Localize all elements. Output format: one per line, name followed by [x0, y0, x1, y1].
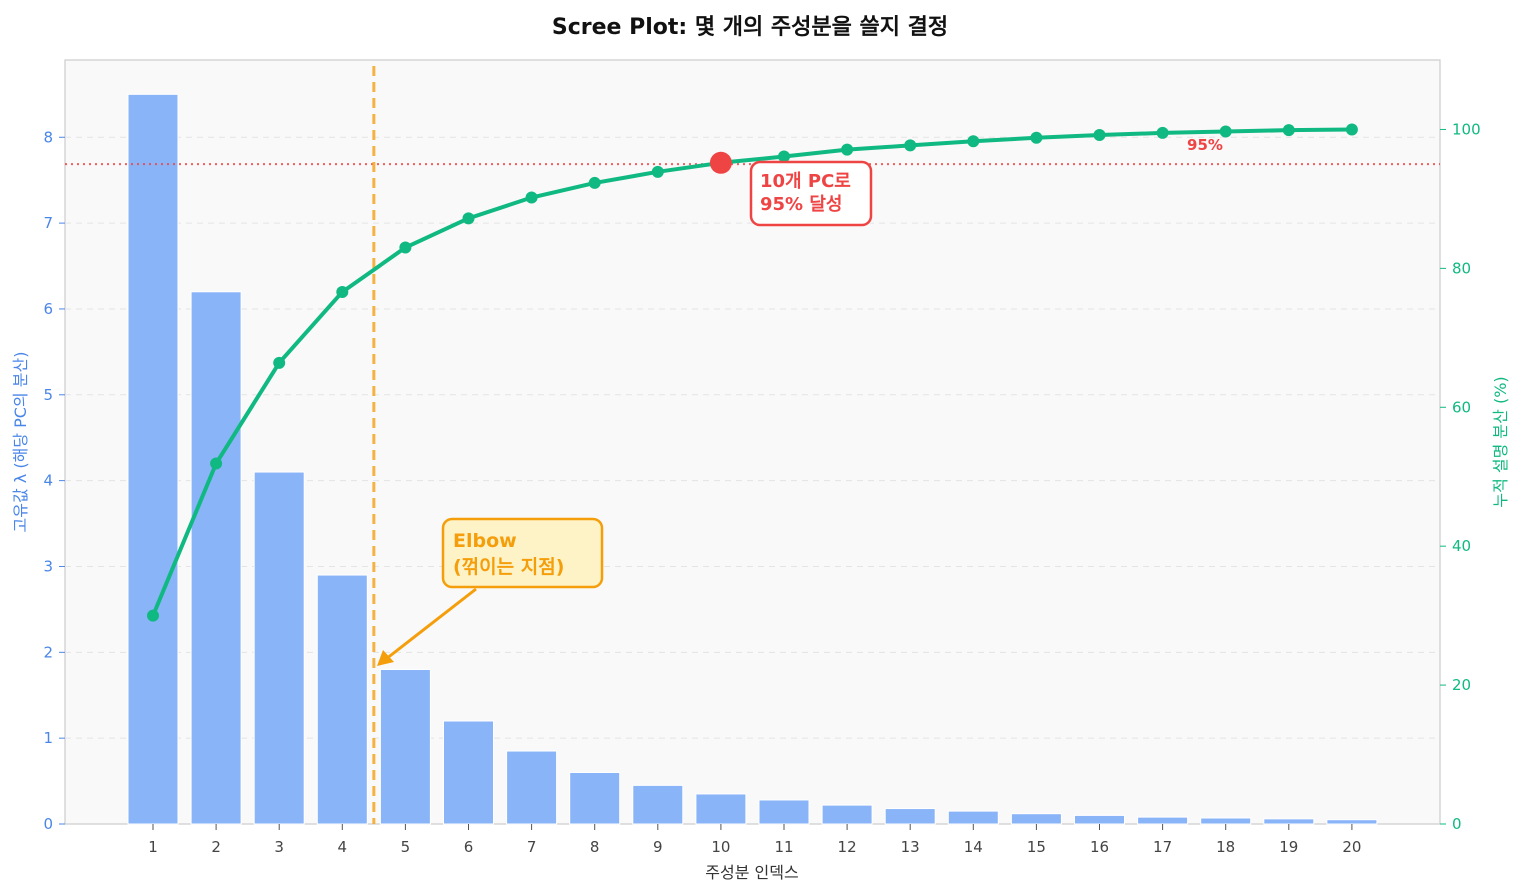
elbow-arrow-head: [377, 650, 394, 666]
cumulative-line: [151, 127, 1352, 617]
x-tick-label: 4: [338, 838, 348, 856]
left-y-tick-label: 0: [43, 815, 53, 833]
cumulative-point-17: [1156, 126, 1169, 139]
bar-pc-18: [1200, 817, 1252, 825]
right-y-axis-label: 누적 설명 분산 (%): [1491, 376, 1510, 507]
x-tick-label: 18: [1216, 838, 1235, 856]
right-y-tick-label: 20: [1452, 676, 1471, 694]
bar-pc-14: [947, 810, 999, 825]
left-y-tick-label: 2: [43, 643, 53, 661]
bar-pc-5: [379, 668, 431, 825]
x-tick-label: 3: [274, 838, 284, 856]
x-tick-label: 13: [901, 838, 920, 856]
x-tick-label: 16: [1090, 838, 1109, 856]
x-tick-label: 9: [653, 838, 663, 856]
cumulative-point-7: [525, 191, 538, 204]
left-y-tick-label: 3: [43, 557, 53, 575]
x-tick-label: 11: [774, 838, 793, 856]
elbow-annotation-line1: Elbow: [453, 530, 517, 552]
cumulative-point-2: [210, 457, 223, 470]
grid-lines: [65, 136, 1440, 739]
cumulative-point-8: [588, 176, 601, 189]
cumulative-point-5: [399, 241, 412, 254]
x-tick-label: 14: [964, 838, 983, 856]
x-tick-label: 12: [838, 838, 857, 856]
cumulative-point-15: [1030, 131, 1043, 144]
elbow-arrow-shaft: [385, 587, 477, 661]
cumulative-point-19: [1282, 124, 1295, 137]
cumulative-point-14: [967, 135, 980, 148]
bar-pc-10: [695, 793, 747, 825]
x-tick-label: 10: [711, 838, 730, 856]
x-tick-label: 20: [1342, 838, 1361, 856]
bar-pc-19: [1263, 818, 1315, 825]
left-y-tick-label: 7: [43, 214, 53, 232]
cumulative-point-4: [336, 285, 349, 298]
left-y-axis-label: 고유값 λ (해당 PC의 분산): [11, 352, 30, 533]
x-tick-label: 17: [1153, 838, 1172, 856]
x-tick-label: 8: [590, 838, 600, 856]
left-y-tick-label: 5: [43, 386, 53, 404]
reach-95-marker: [709, 151, 732, 174]
right-y-tick-label: 60: [1452, 398, 1471, 416]
reach-annotation-box: [749, 160, 873, 227]
x-tick-label: 2: [211, 838, 221, 856]
x-tick-label: 6: [464, 838, 474, 856]
x-tick-label: 7: [527, 838, 537, 856]
cumulative-point-9: [651, 165, 664, 178]
x-tick-label: 1: [148, 838, 158, 856]
bar-pc-13: [884, 808, 936, 825]
threshold-95-line: 95%: [65, 136, 1440, 166]
cumulative-point-3: [273, 356, 286, 369]
bar-pc-8: [569, 771, 621, 825]
bar-pc-6: [443, 720, 494, 825]
bar-pc-7: [506, 750, 558, 825]
right-y-tick-label: 80: [1452, 259, 1471, 277]
cumulative-point-1: [147, 609, 159, 622]
left-y-tick-label: 6: [43, 300, 53, 318]
bar-pc-15: [1010, 813, 1062, 825]
x-axis-label: 주성분 인덱스: [705, 863, 798, 882]
bar-pc-2: [190, 291, 242, 825]
right-y-tick-label: 40: [1452, 537, 1471, 555]
right-y-tick-label: 100: [1452, 120, 1481, 138]
cumulative-point-20: [1345, 123, 1358, 136]
cumulative-point-18: [1219, 125, 1232, 138]
eigenvalue-bars: [127, 93, 1378, 825]
reach-annotation-line2: 95% 달성: [760, 194, 842, 215]
cumulative-point-11: [778, 150, 790, 163]
bar-pc-1: [127, 93, 179, 825]
elbow-annotation-box: [441, 517, 604, 589]
left-y-tick-label: 4: [43, 472, 53, 490]
bar-pc-4: [316, 574, 368, 825]
reach-annotation-line1: 10개 PC로: [760, 171, 851, 192]
bar-pc-17: [1137, 816, 1189, 825]
cumulative-point-16: [1093, 129, 1106, 142]
bar-pc-16: [1074, 814, 1125, 825]
elbow-annotation-line2: (꺾이는 지점): [453, 556, 564, 578]
bar-pc-20: [1326, 819, 1378, 825]
x-tick-label: 19: [1279, 838, 1298, 856]
right-y-tick-label: 0: [1452, 815, 1462, 833]
bar-pc-11: [758, 799, 810, 825]
x-tick-label: 15: [1027, 838, 1046, 856]
cumulative-point-12: [841, 143, 854, 156]
cumulative-point-13: [904, 139, 917, 152]
chart-title: Scree Plot: 몇 개의 주성분을 쓸지 결정: [552, 15, 948, 40]
left-y-tick-label: 8: [43, 128, 53, 146]
cumulative-point-6: [462, 212, 475, 225]
left-y-tick-label: 1: [43, 729, 53, 747]
threshold-label: 95%: [1187, 136, 1223, 154]
cumulative-variance-line: [147, 123, 1358, 622]
bar-pc-9: [632, 784, 684, 825]
x-tick-label: 5: [401, 838, 411, 856]
bar-pc-12: [821, 804, 873, 825]
axis-ticks: 1 2 3 4 5 6 7 8 9 10 11 12 13 14 15 16 17 18 19 20012345678…: [43, 120, 1480, 856]
bar-pc-3: [253, 471, 305, 825]
